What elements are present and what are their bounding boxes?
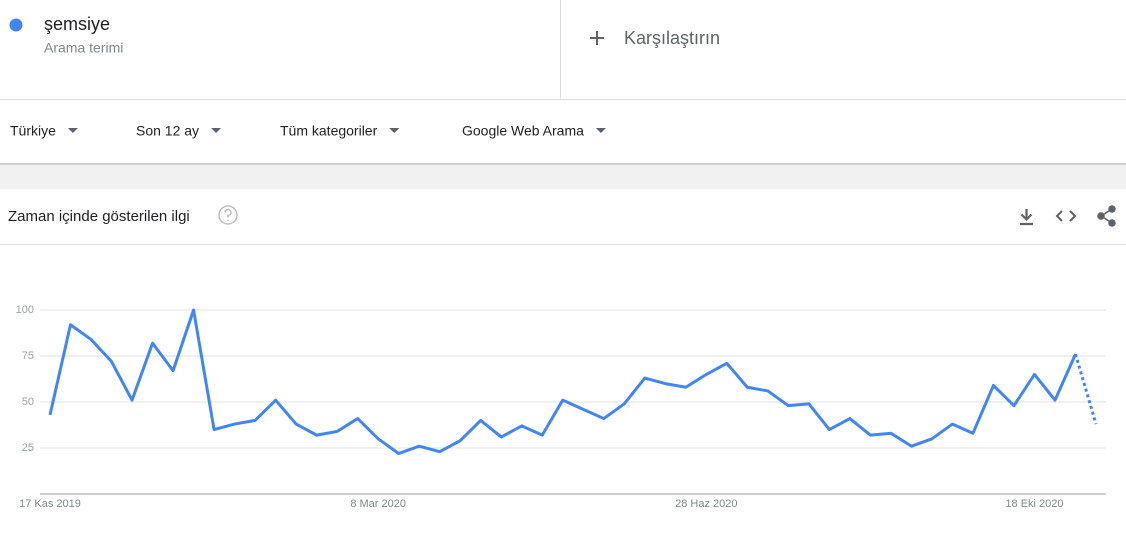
filter-label[interactable]: Son 12 ay <box>136 123 199 139</box>
filter-bar: Türkiye Son 12 ay Tüm kategoriler Google We… <box>10 123 606 139</box>
term[interactable]: şemsiye <box>44 14 110 34</box>
term-type: Arama terimi <box>44 40 123 56</box>
share-lines <box>1099 208 1113 224</box>
download-icon[interactable] <box>1020 209 1033 226</box>
compare[interactable]: Karşılaştırın <box>624 28 720 48</box>
shadow <box>0 163 1126 166</box>
help-icon[interactable] <box>218 205 238 225</box>
share-icon[interactable] <box>1097 205 1116 227</box>
dropdown-arrow <box>389 128 400 133</box>
filter-label[interactable]: Türkiye <box>10 123 56 139</box>
help-icon-mark <box>224 208 232 221</box>
filter-label[interactable]: Google Web Arama <box>462 123 584 139</box>
y-tick-label: 50 <box>22 396 34 408</box>
dropdown-arrow <box>211 128 222 133</box>
dropdown-arrow <box>595 128 606 133</box>
y-tick-label: 100 <box>16 304 34 316</box>
gap <box>0 165 1126 189</box>
chart: 25 50 75 100 17 Kas 2019 8 Mar 2020 28 Haz 202… <box>16 304 1106 510</box>
embed-icon[interactable] <box>1055 210 1077 222</box>
y-tick-label: 25 <box>22 442 34 454</box>
trend-line <box>48 308 1077 456</box>
card-title: Zaman içinde gösterilen ilgi <box>8 208 190 225</box>
x-tick-label: 8 Mar 2020 <box>350 498 406 510</box>
dropdown-arrow <box>67 128 78 133</box>
term-dot <box>9 18 23 32</box>
trend-line-partial <box>1074 353 1098 425</box>
x-tick-label: 17 Kas 2019 <box>19 498 81 510</box>
filter-label[interactable]: Tüm kategoriler <box>280 123 378 139</box>
x-tick-label: 28 Haz 2020 <box>675 498 737 510</box>
y-tick-label: 75 <box>22 350 34 362</box>
plus-icon[interactable] <box>590 31 604 45</box>
x-tick-label: 18 Eki 2020 <box>1005 498 1063 510</box>
